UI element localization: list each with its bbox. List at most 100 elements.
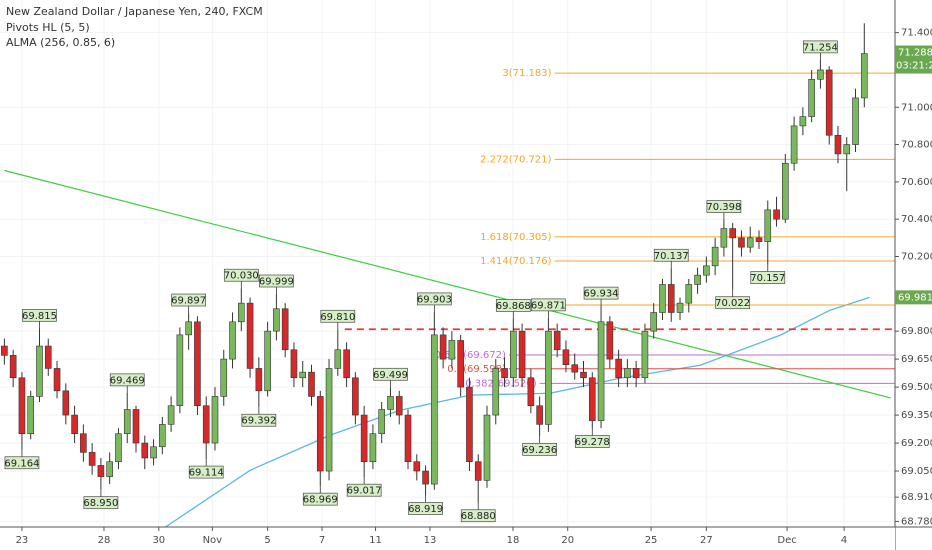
y-tick-label: 70.200: [901, 252, 932, 263]
y-tick-label: 69.350: [901, 410, 932, 421]
x-tick-label: 25: [645, 535, 658, 546]
x-tick-label: 7: [319, 535, 325, 546]
candle-body: [97, 465, 105, 477]
candle-body: [825, 69, 833, 136]
pivot-box: [109, 373, 145, 387]
pivot-label: 68.969: [303, 495, 338, 506]
pivot-label: 69.903: [417, 294, 452, 305]
candle-body: [659, 284, 666, 313]
candle-body: [176, 334, 184, 407]
candle-body: [53, 368, 61, 392]
pivot-box: [223, 268, 259, 282]
candle-body: [527, 377, 535, 407]
candle-body: [518, 330, 526, 379]
pivot-box: [22, 308, 57, 322]
pivot-label: 70.137: [654, 251, 689, 262]
pivot-label: 68.919: [408, 504, 443, 515]
candle-body: [843, 144, 851, 155]
candle-body: [580, 371, 587, 379]
candle-body: [860, 53, 868, 99]
x-tick-label: 13: [424, 535, 437, 546]
pivot-label: 69.999: [259, 277, 294, 288]
candle-body: [632, 368, 640, 379]
candle-body: [1, 345, 8, 356]
x-tick-label: 27: [700, 535, 713, 546]
pivot-box: [583, 286, 619, 300]
candle-body: [431, 334, 438, 485]
pivot-box: [171, 293, 207, 307]
candle-body: [220, 358, 228, 397]
pivot-label: 70.157: [750, 273, 785, 284]
candle-body: [334, 349, 342, 369]
pivot-label: 69.392: [241, 416, 276, 427]
candle-body: [782, 162, 789, 220]
candle-body: [703, 265, 710, 276]
candle-body: [448, 340, 456, 360]
pivot-label: 69.815: [22, 311, 57, 322]
pivot-label: 70.030: [224, 271, 259, 282]
candle-body: [492, 368, 500, 416]
candle-body: [62, 390, 70, 416]
plot-area: 3(71.183) 2.272(70.721) 1.618(70.305) 1.414…: [1, 23, 895, 528]
candle-body: [588, 377, 596, 421]
candle-body: [650, 312, 658, 332]
candle-body: [352, 377, 359, 416]
pivot-label: 68.880: [461, 511, 496, 522]
level-label: 0.382(69.520): [465, 378, 537, 389]
candle-body: [308, 371, 315, 397]
candle-body: [817, 69, 824, 80]
pivot-box: [495, 299, 531, 312]
candle-body: [360, 414, 368, 463]
candle-body: [773, 209, 780, 220]
candle-body: [439, 334, 447, 360]
pivot-label: 69.114: [189, 468, 224, 479]
candle-body: [185, 321, 192, 336]
pivot-label: 69.236: [522, 445, 557, 456]
pivot-box: [302, 492, 338, 506]
y-tick-label: 71.000: [901, 102, 932, 113]
pivot-box: [416, 292, 452, 306]
candle-body: [834, 134, 842, 155]
candle-body: [694, 274, 701, 285]
level-label: 1.618(70.305): [480, 232, 552, 243]
y-axis-panel: [895, 0, 932, 550]
candle-body: [597, 321, 605, 421]
candle-body: [808, 78, 815, 117]
candle-body: [9, 355, 17, 379]
candle-body: [150, 446, 157, 459]
y-tick-label: 70.400: [901, 214, 932, 225]
y-tick-label: 69.050: [901, 466, 932, 477]
candle-body: [799, 116, 807, 127]
candle-body: [510, 330, 517, 379]
candle-body: [80, 433, 87, 453]
candle-body: [746, 237, 754, 248]
candle-body: [501, 368, 508, 379]
candle-body: [474, 461, 482, 481]
candle-body: [711, 246, 719, 267]
candle-body: [106, 461, 113, 477]
candle-body: [852, 97, 859, 145]
candle-body: [764, 209, 772, 242]
candle-body: [553, 330, 561, 351]
candle-body: [36, 345, 43, 397]
candle-body: [738, 237, 745, 248]
x-tick-label: Nov: [203, 535, 223, 546]
chart-title: New Zealand Dollar / Japanese Yen, 240, …: [6, 5, 263, 18]
axes: 71.400 71.000 70.800 70.600 70.400 70.200 69.8…: [16, 28, 932, 546]
candle-body: [667, 284, 675, 313]
candle-body: [685, 284, 693, 304]
candle-body: [720, 228, 728, 248]
last-price-label: 71.288: [898, 48, 932, 59]
candle-body: [159, 424, 166, 448]
pivot-box: [83, 496, 119, 510]
candle-body: [387, 396, 394, 410]
pivot-box: [706, 200, 742, 213]
x-tick-label: Dec: [777, 535, 796, 546]
pivot-label: 69.017: [347, 486, 382, 497]
candle-body: [404, 414, 412, 463]
candle-body: [202, 405, 210, 444]
pivot-box: [803, 40, 838, 54]
pivot-label: 69.499: [373, 370, 408, 381]
